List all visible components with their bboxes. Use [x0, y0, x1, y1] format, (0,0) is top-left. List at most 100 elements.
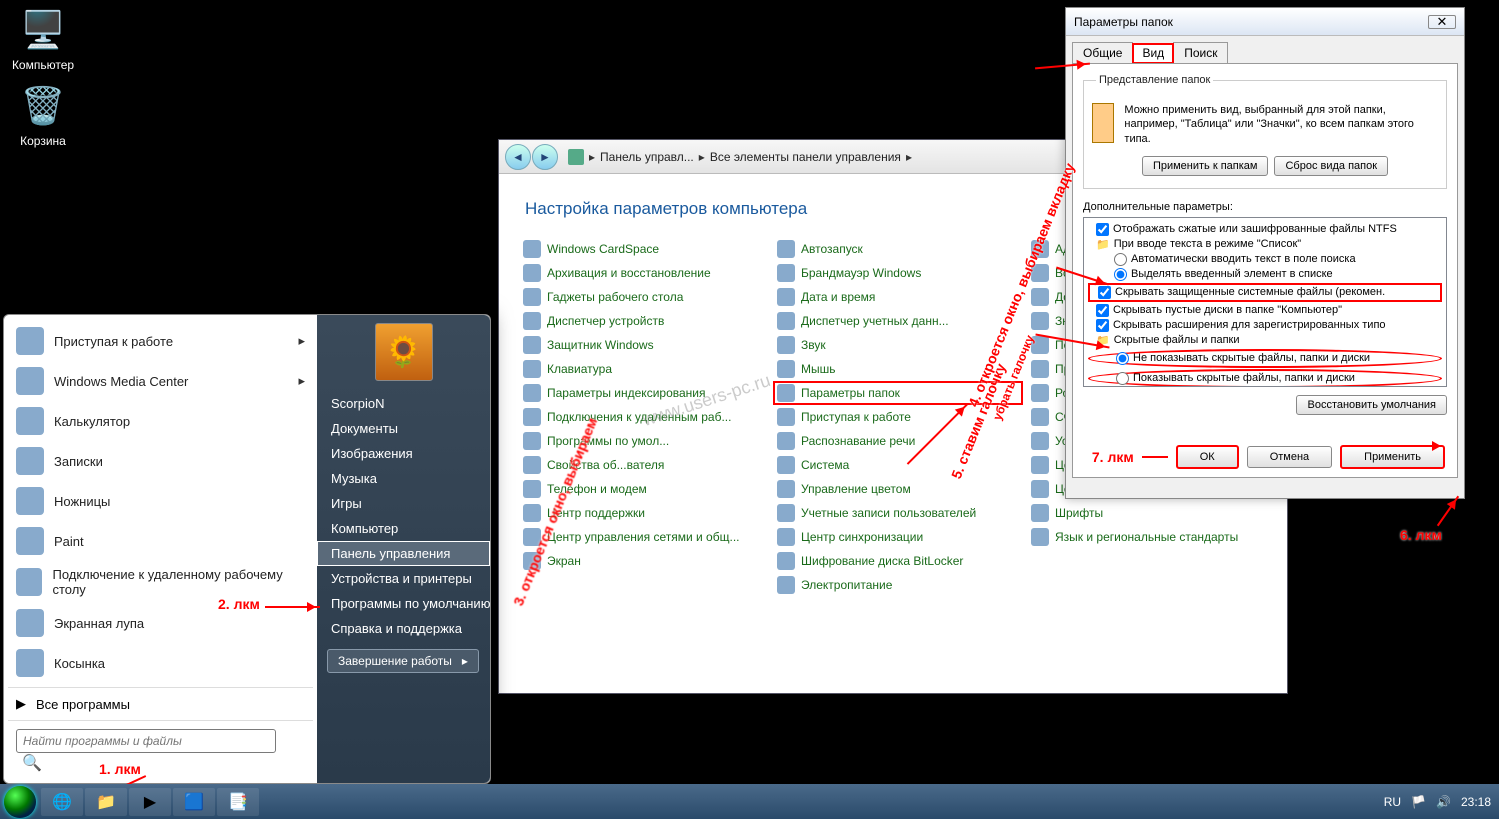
cp-item[interactable]: Подключения к удаленным раб...	[519, 405, 769, 429]
reset-folders-button[interactable]: Сброс вида папок	[1274, 156, 1388, 176]
fo-tree-row[interactable]: Показывать скрытые файлы, папки и диски	[1088, 369, 1442, 387]
cp-item[interactable]: Windows CardSpace	[519, 237, 769, 261]
cp-item[interactable]: Защитник Windows	[519, 333, 769, 357]
fo-tree-row[interactable]: 📁Скрытые файлы и папки	[1088, 333, 1442, 348]
cp-item[interactable]: Дата и время	[773, 285, 1023, 309]
ok-button[interactable]: ОК	[1176, 445, 1239, 469]
back-button[interactable]: ◄	[505, 144, 531, 170]
start-right-item[interactable]: Панель управления	[317, 541, 490, 566]
cp-item[interactable]: Распознавание речи	[773, 429, 1023, 453]
taskbar-explorer-icon[interactable]: 📁	[85, 788, 127, 816]
cp-item[interactable]: Экран	[519, 549, 769, 573]
cp-item-icon	[777, 264, 795, 282]
start-right-item[interactable]: Документы	[317, 416, 490, 441]
start-right-item[interactable]: Устройства и принтеры	[317, 566, 490, 591]
cp-item[interactable]: Автозапуск	[773, 237, 1023, 261]
user-name[interactable]: ScorpioN	[317, 391, 490, 416]
start-right-item[interactable]: Программы по умолчанию	[317, 591, 490, 616]
radio[interactable]	[1116, 352, 1129, 365]
tab-view[interactable]: Вид	[1132, 43, 1174, 64]
cp-item[interactable]: Система	[773, 453, 1023, 477]
cp-item[interactable]: Управление цветом	[773, 477, 1023, 501]
fo-tree-row[interactable]: Скрывать пустые диски в папке "Компьютер…	[1088, 303, 1442, 318]
cp-item[interactable]: Параметры индексирования	[519, 381, 769, 405]
cp-item[interactable]: Диспетчер устройств	[519, 309, 769, 333]
volume-icon[interactable]: 🔊	[1436, 795, 1451, 809]
start-right-item[interactable]: Игры	[317, 491, 490, 516]
apply-to-folders-button[interactable]: Применить к папкам	[1142, 156, 1269, 176]
tab-search[interactable]: Поиск	[1173, 42, 1228, 63]
fo-tree-row[interactable]: 📁При вводе текста в режиме "Список"	[1088, 237, 1442, 252]
apply-button[interactable]: Применить	[1340, 445, 1445, 469]
forward-button[interactable]: ►	[532, 144, 558, 170]
taskbar-app-icon[interactable]: 📑	[217, 788, 259, 816]
cp-item[interactable]: Программы по умол...	[519, 429, 769, 453]
taskbar-media-icon[interactable]: ▶	[129, 788, 171, 816]
start-menu-item[interactable]: Paint	[8, 521, 313, 561]
cp-item[interactable]: Центр синхронизации	[773, 525, 1023, 549]
close-icon[interactable]: ✕	[1428, 15, 1456, 29]
start-menu-item[interactable]: Ножницы	[8, 481, 313, 521]
start-menu-item[interactable]: Записки	[8, 441, 313, 481]
taskbar-ie-icon[interactable]: 🌐	[41, 788, 83, 816]
cp-item[interactable]: Электропитание	[773, 573, 1023, 597]
search-input[interactable]	[16, 729, 276, 753]
cp-item[interactable]: Шрифты	[1027, 501, 1277, 525]
taskbar-app-icon[interactable]: 🟦	[173, 788, 215, 816]
radio[interactable]	[1116, 372, 1129, 385]
cp-item[interactable]: Учетные записи пользователей	[773, 501, 1023, 525]
start-right-item[interactable]: Изображения	[317, 441, 490, 466]
cp-item[interactable]: Мышь	[773, 357, 1023, 381]
all-programs[interactable]: ▶ Все программы	[8, 687, 313, 720]
crumb-2[interactable]: Все элементы панели управления	[710, 150, 901, 164]
start-menu-item[interactable]: Приступая к работе▸	[8, 321, 313, 361]
fo-tree-row[interactable]: Автоматически вводить текст в поле поиск…	[1088, 252, 1442, 267]
cp-item[interactable]: Шифрование диска BitLocker	[773, 549, 1023, 573]
start-right-item[interactable]: Компьютер	[317, 516, 490, 541]
cp-item[interactable]: Клавиатура	[519, 357, 769, 381]
cp-item[interactable]: Звук	[773, 333, 1023, 357]
cp-item[interactable]: Параметры папок	[773, 381, 1023, 405]
start-item-label: Экранная лупа	[54, 616, 144, 631]
start-menu-item[interactable]: Косынка	[8, 643, 313, 683]
fo-advanced-tree[interactable]: Отображать сжатые или зашифрованные файл…	[1083, 217, 1447, 387]
cp-item[interactable]: Телефон и модем	[519, 477, 769, 501]
user-avatar[interactable]: 🌻	[375, 323, 433, 381]
flag-icon[interactable]: 🏳️	[1411, 795, 1426, 809]
start-menu-item[interactable]: Калькулятор	[8, 401, 313, 441]
cp-item[interactable]: Свойства об...вателя	[519, 453, 769, 477]
start-menu-item[interactable]: Подключение к удаленному рабочему столу	[8, 561, 313, 603]
cancel-button[interactable]: Отмена	[1247, 446, 1332, 468]
fo-tree-row[interactable]: Выделять введенный элемент в списке	[1088, 267, 1442, 282]
clock[interactable]: 23:18	[1461, 795, 1491, 809]
start-button[interactable]	[0, 784, 40, 819]
radio[interactable]	[1114, 268, 1127, 281]
cp-item[interactable]: Диспетчер учетных данн...	[773, 309, 1023, 333]
fo-tree-row[interactable]: Скрывать расширения для зарегистрированн…	[1088, 318, 1442, 333]
checkbox[interactable]	[1096, 223, 1109, 236]
fo-tree-row[interactable]: Не показывать скрытые файлы, папки и дис…	[1088, 349, 1442, 368]
cp-item[interactable]: Брандмауэр Windows	[773, 261, 1023, 285]
cp-item[interactable]: Архивация и восстановление	[519, 261, 769, 285]
start-right-item[interactable]: Музыка	[317, 466, 490, 491]
lang-indicator[interactable]: RU	[1384, 795, 1401, 809]
start-menu-item[interactable]: Windows Media Center▸	[8, 361, 313, 401]
desktop-trash-icon[interactable]: 🗑️ Корзина	[8, 82, 78, 148]
cp-item[interactable]: Центр управления сетями и общ...	[519, 525, 769, 549]
checkbox[interactable]	[1096, 319, 1109, 332]
start-right-item[interactable]: Справка и поддержка	[317, 616, 490, 641]
radio[interactable]	[1114, 253, 1127, 266]
desktop-computer-icon[interactable]: 🖥️ Компьютер	[8, 6, 78, 72]
cp-item[interactable]: Гаджеты рабочего стола	[519, 285, 769, 309]
fo-tree-row[interactable]: Скрывать защищенные системные файлы (рек…	[1088, 283, 1442, 302]
cp-item[interactable]: Язык и региональные стандарты	[1027, 525, 1277, 549]
fo-tree-row[interactable]: Отображать сжатые или зашифрованные файл…	[1088, 222, 1442, 237]
start-menu-item[interactable]: Экранная лупа	[8, 603, 313, 643]
cp-item-icon	[523, 432, 541, 450]
checkbox[interactable]	[1096, 304, 1109, 317]
cp-item[interactable]: Приступая к работе	[773, 405, 1023, 429]
restore-defaults-button[interactable]: Восстановить умолчания	[1296, 395, 1447, 415]
crumb-1[interactable]: Панель управл...	[600, 150, 694, 164]
cp-item[interactable]: Центр поддержки	[519, 501, 769, 525]
shutdown-button[interactable]: Завершение работы ▸	[327, 649, 479, 673]
